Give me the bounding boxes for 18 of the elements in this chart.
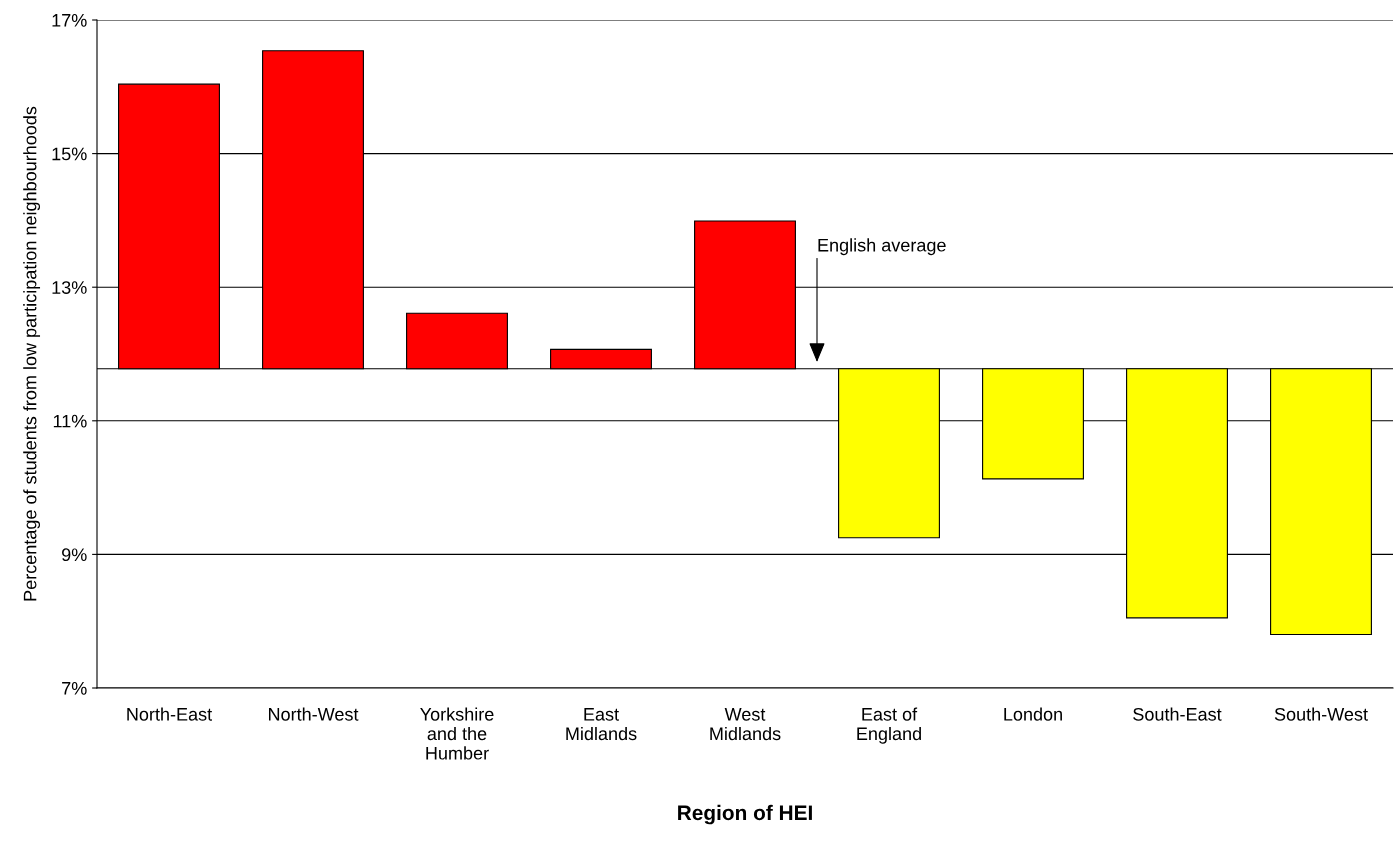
x-tick-label: West Midlands bbox=[710, 708, 781, 741]
x-tick-label: South-West bbox=[1274, 707, 1368, 721]
y-axis-title: Percentage of students from low participation neighbourhoods bbox=[23, 106, 41, 601]
y-tick-label: 11% bbox=[53, 414, 87, 428]
x-tick-label: Yorkshire and the Humber bbox=[420, 707, 494, 760]
x-tick-label: North-East bbox=[127, 707, 213, 721]
y-tick-label: 9% bbox=[62, 548, 87, 562]
x-axis-title: Region of HEI bbox=[678, 804, 812, 825]
x-tick-label: North-West bbox=[269, 707, 359, 721]
ref-line-label: English average bbox=[818, 238, 946, 256]
x-tick-label: South-East bbox=[1133, 707, 1222, 721]
y-tick-label: 7% bbox=[62, 682, 87, 695]
x-tick-label: London bbox=[1004, 707, 1062, 721]
y-tick-label: 15% bbox=[52, 147, 87, 161]
y-tick-label: 13% bbox=[52, 281, 87, 294]
x-tick-label: East Midlands bbox=[566, 708, 637, 741]
y-tick-label: 17% bbox=[52, 14, 87, 27]
x-tick-label: East of England bbox=[857, 707, 921, 744]
